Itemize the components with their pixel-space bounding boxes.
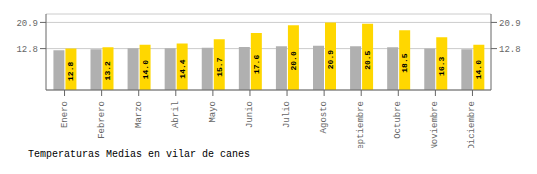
svg-text:Septiembre: Septiembre (356, 101, 366, 148)
svg-text:14.0: 14.0 (474, 60, 483, 79)
svg-text:Noviembre: Noviembre (430, 101, 440, 148)
svg-text:14.0: 14.0 (141, 60, 150, 79)
svg-text:20.9: 20.9 (16, 19, 38, 29)
svg-text:20.5: 20.5 (363, 50, 372, 69)
svg-text:Enero: Enero (60, 101, 70, 128)
svg-text:Mayo: Mayo (208, 101, 218, 123)
svg-text:Junio: Junio (245, 101, 255, 128)
svg-text:20.0: 20.0 (289, 51, 298, 70)
svg-text:Abril: Abril (171, 101, 181, 128)
svg-text:16.3: 16.3 (437, 56, 446, 75)
svg-text:20.9: 20.9 (326, 50, 335, 69)
svg-text:13.2: 13.2 (104, 61, 113, 80)
svg-text:Febrero: Febrero (97, 101, 107, 139)
svg-text:Julio: Julio (282, 101, 292, 128)
svg-text:Agosto: Agosto (319, 101, 329, 133)
html-text:Temperaturas Medias en vilar d: Temperaturas Medias en vilar de canes (28, 149, 250, 160)
svg-text:18.5: 18.5 (400, 53, 409, 72)
svg-text:12.8: 12.8 (66, 62, 75, 81)
svg-text:12.8: 12.8 (16, 45, 38, 55)
svg-text:15.7: 15.7 (215, 57, 224, 76)
svg-text:14.4: 14.4 (178, 59, 187, 78)
svg-text:Marzo: Marzo (134, 101, 144, 128)
svg-text:20.9: 20.9 (499, 19, 521, 29)
svg-text:Octubre: Octubre (393, 101, 403, 139)
svg-text:17.6: 17.6 (252, 55, 261, 74)
svg-text:Diciembre: Diciembre (467, 101, 477, 148)
svg-text:12.8: 12.8 (499, 45, 521, 55)
